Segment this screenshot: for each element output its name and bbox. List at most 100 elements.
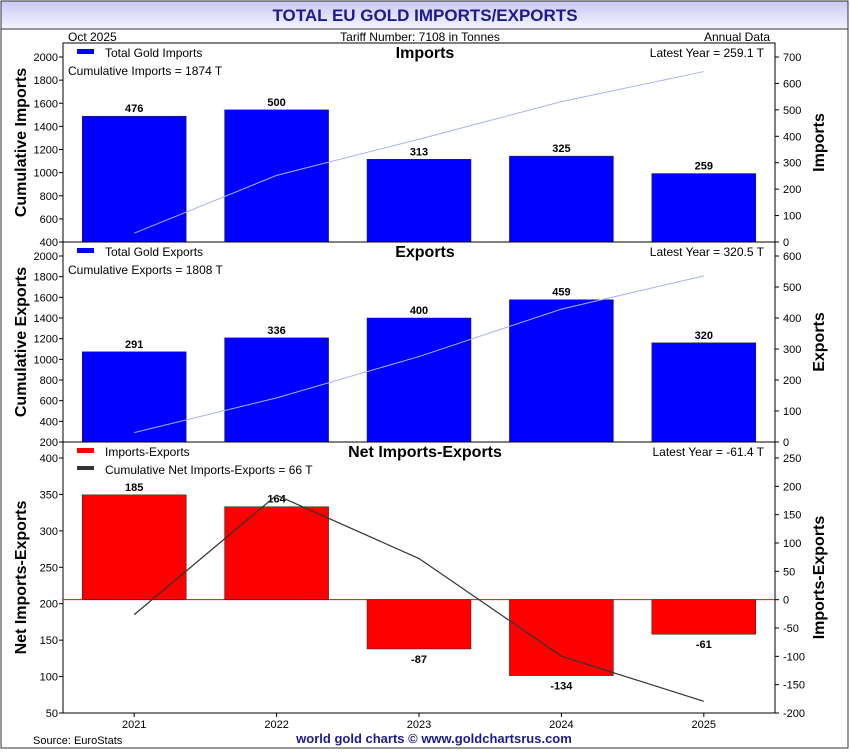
left-tick-label: 1600 [34,98,58,110]
x-tick-label: 2021 [122,719,146,731]
left-tick-label: 1800 [34,75,58,87]
right-axis-title: Imports [811,113,828,172]
bar-label: 313 [410,146,428,158]
x-tick-label: 2024 [549,719,573,731]
left-tick-label: 400 [40,237,58,249]
right-tick-label: 50 [783,566,795,578]
panels: 4006008001000120014001600180020000100200… [13,42,828,731]
right-tick-label: 500 [783,282,801,294]
bar-label: 259 [695,161,713,173]
right-tick-label: 100 [783,406,801,418]
cumulative-label: Cumulative Exports = 1808 T [68,263,224,277]
bar-label: 320 [695,330,713,342]
right-tick-label: 600 [783,78,801,90]
bar [651,599,757,635]
left-tick-label: 50 [46,708,58,720]
bar-label: -61 [696,639,712,651]
right-axis-title: Exports [811,312,828,372]
right-tick-label: 700 [783,52,801,64]
right-tick-label: 400 [783,131,801,143]
right-tick-label: 400 [783,313,801,325]
bar [509,299,614,443]
bar [366,599,472,650]
bar [224,506,329,600]
right-tick-label: 300 [783,344,801,356]
report-date: Oct 2025 [68,30,117,44]
title-banner [0,0,849,30]
bar-label: 164 [267,494,286,506]
right-tick-label: 100 [783,211,801,223]
right-tick-label: 100 [783,538,801,550]
left-axis-title: Net Imports-Exports [13,501,30,655]
left-tick-label: 150 [40,635,58,647]
right-tick-label: 600 [783,251,801,263]
data-period: Annual Data [704,30,770,44]
bar-label: 336 [267,325,285,337]
bar-label: 291 [125,339,143,351]
left-tick-label: 1200 [34,334,58,346]
bar [224,337,329,443]
right-tick-label: 300 [783,158,801,170]
panel-1: 400 600 800 1000 1200 1400 1600 1800 2000 0 100 200… [13,42,828,249]
panel-title: Net Imports-Exports [348,444,502,461]
latest-label: Latest Year = -61.4 T [652,445,764,459]
left-tick-label: 1600 [34,292,58,304]
left-tick-label: 1800 [34,272,58,284]
left-axis-title: Cumulative Exports [13,267,30,417]
right-tick-label: 200 [783,481,801,493]
tariff-number: Tariff Number: 7108 in Tonnes [340,30,500,44]
left-tick-label: 350 [40,489,58,501]
left-tick-label: 800 [40,191,58,203]
left-tick-label: 600 [40,214,58,226]
bar [81,115,187,243]
left-tick-label: 200 [40,437,58,449]
left-tick-label: 600 [40,396,58,408]
left-tick-label: 2000 [34,251,58,263]
x-tick-label: 2022 [264,719,288,731]
legend-label: Total Gold Imports [105,46,202,60]
left-tick-label: 2000 [34,52,58,64]
bar-label: 459 [552,287,570,299]
left-tick-label: 1200 [34,145,58,157]
cumulative-line [133,494,704,702]
cumulative-line [134,275,704,434]
x-tick-label: 2025 [692,719,716,731]
bar-label: 400 [410,305,428,317]
latest-label: Latest Year = 320.5 T [650,245,765,259]
panel-2: 200 400 600 800 1000 1200 1400 1600 1800 2000 0 100… [13,241,828,449]
left-tick-label: 250 [40,562,58,574]
left-tick-label: 400 [40,416,58,428]
right-tick-label: 200 [783,184,801,196]
right-tick-label: -150 [783,680,805,692]
right-tick-label: 200 [783,375,801,387]
right-tick-label: 0 [783,595,789,607]
left-tick-label: 300 [40,526,58,538]
bar [81,351,187,443]
x-tick-label: 2023 [407,719,431,731]
source-label: Source: EuroStats [33,735,123,747]
latest-label: Latest Year = 259.1 T [650,46,765,60]
left-tick-label: 100 [40,672,58,684]
bar-label: 185 [125,482,143,494]
left-tick-label: 200 [40,599,58,611]
right-tick-label: 0 [783,437,789,449]
bar [651,342,757,443]
bar [81,494,187,600]
bar-label: 500 [267,97,285,109]
legend-label: Imports-Exports [105,445,190,459]
left-tick-label: 400 [40,453,58,465]
left-tick-label: 1000 [34,354,58,366]
right-tick-label: -200 [783,708,805,720]
right-tick-label: 0 [783,237,789,249]
cumulative-line [134,71,704,234]
panel-3: 50 100 150 200 250 300 350 400 -200 -150 -100 -50 0 5… [13,441,828,731]
bar-label: -134 [550,681,573,693]
legend-swatch-line [77,466,94,470]
bar [366,317,472,443]
legend-label: Cumulative Net Imports-Exports = 66 T [105,463,313,477]
left-tick-label: 800 [40,375,58,387]
cumulative-label: Cumulative Imports = 1874 T [68,64,223,78]
panel-title: Imports [396,45,455,62]
